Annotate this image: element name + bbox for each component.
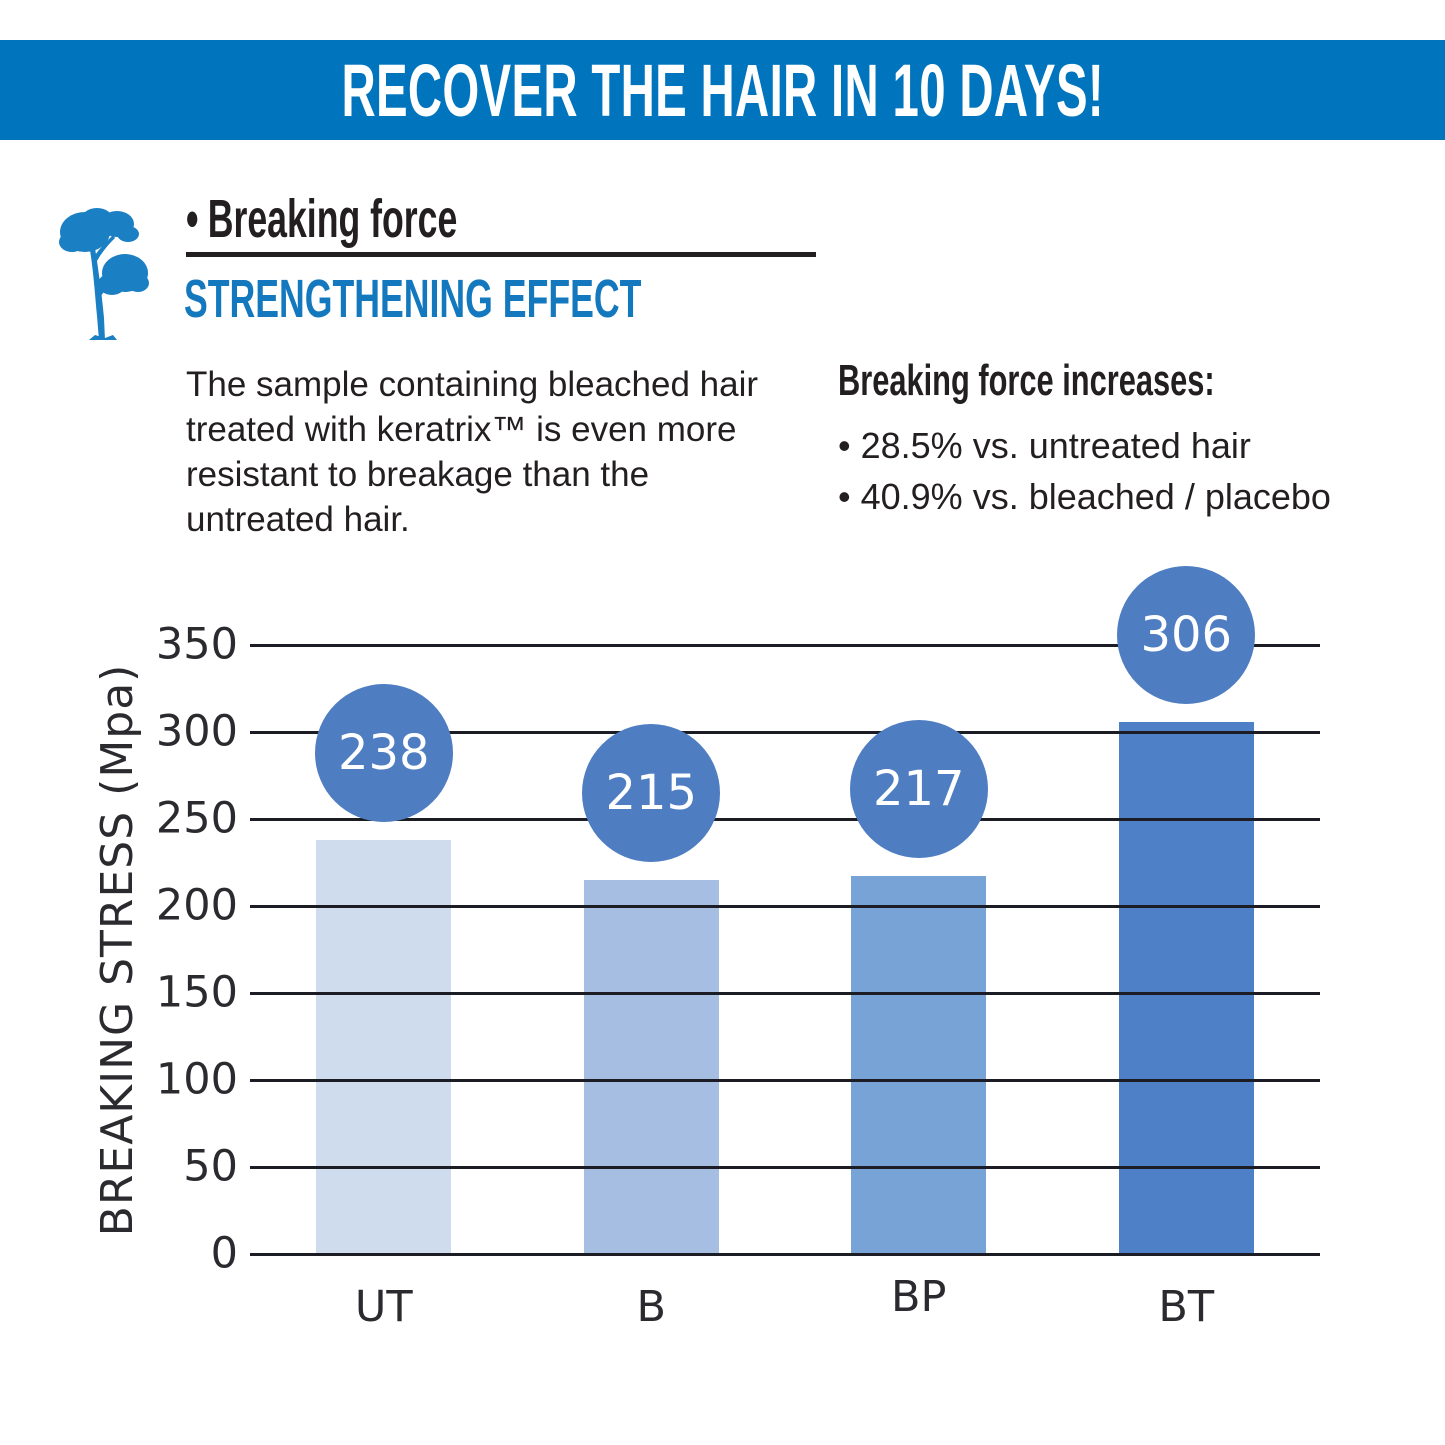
gridline [250,991,1320,995]
banner-title: RECOVER THE HAIR IN 10 DAYS! [341,48,1104,132]
bar-BT [1118,721,1254,1254]
x-category-label-UT: UT [354,1282,413,1332]
bar-B [583,879,719,1254]
value-circle-BP: 217 [849,720,988,859]
y-tick-label: 200 [155,880,238,931]
y-tick-label: 100 [155,1054,238,1105]
y-tick-labels: 0 50 100 150 200 250 300 350 [0,623,238,1275]
highlights-block: Breaking force increases: • 28.5% vs. unt… [838,356,1376,522]
tree-icon [55,196,155,344]
highlight-bullet: • [838,476,851,517]
value-circle-B: 215 [582,723,721,862]
highlight-text: 40.9% vs. bleached / placebo [860,476,1331,517]
section-heading: • Breaking force [186,188,457,250]
y-tick-label: 50 [183,1141,238,1192]
heading-label: Breaking force [207,189,458,249]
x-category-label-B: B [636,1282,667,1332]
gridline [250,1078,1320,1082]
gridline [250,817,1320,821]
banner: RECOVER THE HAIR IN 10 DAYS! [0,40,1445,140]
y-tick-label: 0 [210,1228,238,1279]
y-tick-label: 350 [155,619,238,670]
highlights-title: Breaking force increases: [838,356,1215,405]
gridline [250,1165,1320,1169]
value-circle-BT: 306 [1117,565,1256,704]
description-text: The sample containing bleached hair trea… [186,365,759,539]
highlight-item-1: • 28.5% vs. untreated hair [838,420,1376,471]
y-tick-label: 250 [155,793,238,844]
x-category-labels: UT B BP BT [250,1276,1320,1346]
y-tick-label: 150 [155,967,238,1018]
value-circle-UT: 238 [314,683,453,822]
heading-divider [186,252,816,257]
highlight-bullet: • [838,425,851,466]
highlight-text: 28.5% vs. untreated hair [860,425,1251,466]
x-axis-line [250,1252,1320,1256]
gridline [250,643,1320,647]
section-subheading: STRENGTHENING EFFECT [184,269,642,329]
x-category-label-BT: BT [1158,1282,1215,1332]
heading-bullet: • [186,189,199,249]
y-tick-label: 300 [155,706,238,757]
gridline [250,730,1320,734]
chart-plot: 238 215 217 306 [250,565,1320,1256]
x-category-label-BP: BP [891,1272,947,1322]
bar-BP [851,876,987,1254]
gridline [250,904,1320,908]
highlight-item-2: • 40.9% vs. bleached / placebo [838,471,1376,522]
bar-UT [316,839,452,1254]
tree-icon-graphic [59,208,149,340]
